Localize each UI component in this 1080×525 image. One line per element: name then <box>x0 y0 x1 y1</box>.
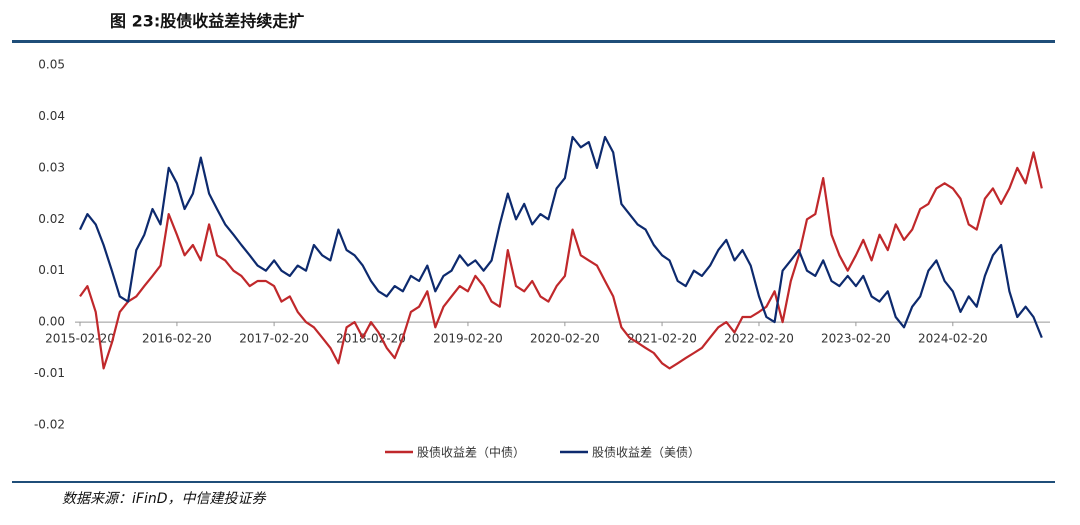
x-tick-label: 2024-02-20 <box>918 332 988 346</box>
x-tick-label: 2018-02-20 <box>336 332 406 346</box>
x-tick-label: 2020-02-20 <box>530 332 600 346</box>
x-tick-label: 2023-02-20 <box>821 332 891 346</box>
y-tick-label: -0.02 <box>34 418 65 432</box>
y-tick-label: 0.04 <box>38 109 65 123</box>
y-tick-label: -0.01 <box>34 366 65 380</box>
legend-label: 股债收益差（美债） <box>592 446 700 460</box>
title-rule <box>12 40 1055 43</box>
x-tick-label: 2021-02-20 <box>627 332 697 346</box>
legend-label: 股债收益差（中债） <box>417 445 525 460</box>
x-tick-label: 2015-02-20 <box>45 332 115 346</box>
y-tick-label: 0.00 <box>38 315 65 329</box>
x-tick-label: 2022-02-20 <box>724 332 794 346</box>
source-note: 数据来源：iFinD，中信建投证券 <box>62 491 266 507</box>
x-tick-label: 2016-02-20 <box>142 332 212 346</box>
y-tick-label: 0.05 <box>38 58 65 72</box>
footer-rule <box>12 481 1055 483</box>
data-line <box>79 135 1043 339</box>
y-tick-label: 0.01 <box>38 263 65 277</box>
y-tick-label: 0.02 <box>38 212 65 226</box>
data-line <box>79 151 1043 370</box>
x-tick-label: 2019-02-20 <box>433 332 503 346</box>
y-tick-label: 0.03 <box>38 160 65 174</box>
chart-title: 图 23:股债收益差持续走扩 <box>110 12 304 31</box>
x-tick-label: 2017-02-20 <box>239 332 309 346</box>
